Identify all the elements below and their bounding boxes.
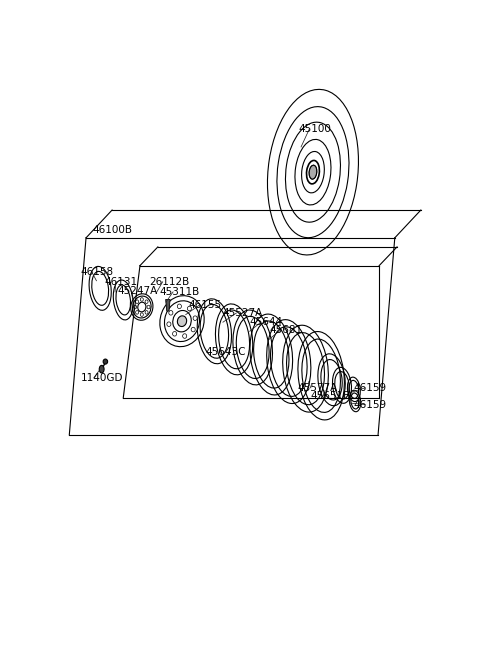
Text: 46131: 46131 [105, 277, 138, 287]
Text: 45643C: 45643C [206, 348, 246, 358]
Text: 45651B: 45651B [310, 391, 350, 401]
Ellipse shape [99, 365, 104, 373]
Text: 45247A: 45247A [118, 286, 158, 296]
Text: 45577A: 45577A [297, 383, 337, 393]
Ellipse shape [309, 165, 317, 179]
Text: 26112B: 26112B [149, 277, 190, 287]
Ellipse shape [178, 316, 187, 327]
Text: 46155: 46155 [188, 300, 221, 310]
Text: 46100B: 46100B [93, 225, 133, 236]
Text: 46159: 46159 [354, 383, 387, 393]
Text: 45100: 45100 [298, 124, 331, 134]
Text: 45311B: 45311B [160, 287, 200, 297]
Text: 45681: 45681 [269, 325, 302, 335]
Text: 45644: 45644 [250, 318, 283, 327]
Polygon shape [166, 299, 170, 311]
Ellipse shape [103, 359, 108, 364]
Text: 46158: 46158 [81, 267, 114, 277]
Text: 1140GD: 1140GD [81, 373, 123, 382]
Text: 46159: 46159 [354, 400, 387, 409]
Text: 45527A: 45527A [223, 308, 263, 318]
